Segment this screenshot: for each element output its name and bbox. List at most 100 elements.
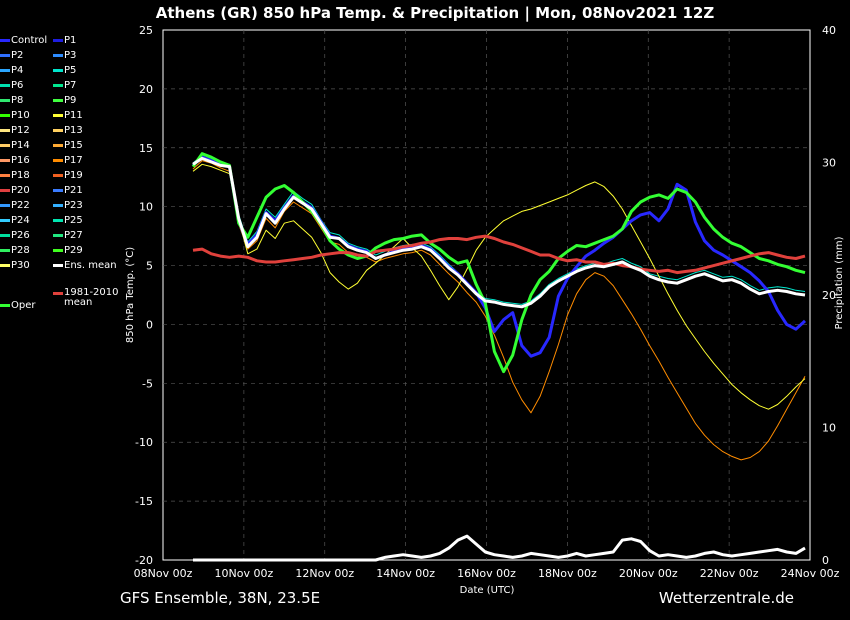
legend-label: P3 [64, 50, 77, 61]
series-line-p17 [192, 160, 806, 461]
legend-label: P24 [11, 215, 30, 226]
legend-item: P29 [53, 244, 83, 257]
y-tick-label: -5 [142, 377, 153, 390]
y2-tick-label: 0 [822, 554, 829, 567]
legend-label: P6 [11, 80, 24, 91]
legend-swatch [53, 38, 63, 42]
legend-label: Ens. mean [64, 260, 117, 271]
legend-swatch [0, 158, 10, 162]
legend-swatch [53, 292, 63, 295]
series-line-oper [191, 152, 806, 374]
legend-label: P17 [64, 155, 83, 166]
y-axis-label: 850 hPa Temp. (°C) [125, 247, 136, 343]
legend-label: P15 [64, 140, 83, 151]
legend-label: P25 [64, 215, 83, 226]
legend-item: P5 [53, 64, 76, 77]
y2-tick-label: 10 [822, 422, 836, 435]
legend-label-line2: mean [64, 297, 93, 308]
legend-label: P30 [11, 260, 30, 271]
legend-item: P15 [53, 139, 83, 152]
legend-swatch [0, 143, 10, 147]
legend-swatch [0, 98, 10, 102]
legend-swatch [53, 158, 63, 162]
legend-label: P23 [64, 200, 83, 211]
legend-swatch [53, 173, 63, 177]
legend-label: P21 [64, 185, 83, 196]
legend-item: P23 [53, 199, 83, 212]
legend-item: P24 [0, 214, 30, 227]
legend-item: P19 [53, 169, 83, 182]
precipitation-mean-line [193, 534, 806, 562]
legend-item: P27 [53, 229, 83, 242]
x-tick-label: 20Nov 00z [619, 567, 678, 580]
model-location-caption: GFS Ensemble, 38N, 23.5E [120, 589, 321, 607]
y2-tick-label: 40 [822, 24, 836, 37]
x-tick-label: 12Nov 00z [295, 567, 354, 580]
legend-swatch [53, 263, 63, 267]
y-tick-label: -15 [135, 495, 153, 508]
legend-label: P9 [64, 95, 77, 106]
legend-item: P21 [53, 184, 83, 197]
legend-label: P18 [11, 170, 30, 181]
legend-item: P25 [53, 214, 83, 227]
precipitation-layer [193, 534, 806, 562]
legend-label: P20 [11, 185, 30, 196]
legend-swatch [53, 248, 63, 252]
x-tick-label: 24Nov 00z [781, 567, 840, 580]
legend-label: P16 [11, 155, 30, 166]
y2-tick-label: 20 [822, 289, 836, 302]
legend-swatch [53, 113, 63, 117]
legend-label: P5 [64, 65, 77, 76]
legend-swatch [0, 233, 10, 237]
legend-swatch [53, 68, 63, 72]
y-tick-label: 15 [139, 142, 153, 155]
legend-label: P12 [11, 125, 30, 136]
legend-swatch [53, 233, 63, 237]
legend-label-line1: 1981-2010 [64, 287, 119, 298]
y-tick-label: 20 [139, 83, 153, 96]
y-tick-label: 5 [146, 260, 153, 273]
legend-item: P17 [53, 154, 83, 167]
y2-axis: 40 30 20 10 0 [822, 24, 836, 567]
legend-item-climate: 1981-2010 mean [53, 287, 119, 308]
x-axis: 08Nov 00z 10Nov 00z 12Nov 00z 14Nov 00z 16No… [134, 567, 840, 580]
legend-swatch [53, 98, 63, 102]
legend-item: P7 [53, 79, 76, 92]
legend-swatch [0, 113, 10, 117]
legend-item: P11 [53, 109, 83, 122]
legend-item: P4 [0, 64, 23, 77]
legend-swatch [0, 68, 10, 72]
legend-swatch [53, 128, 63, 132]
x-tick-label: 14Nov 00z [376, 567, 435, 580]
legend-swatch [53, 53, 63, 57]
legend-item: P8 [0, 94, 23, 107]
series-line-ens-mean [192, 156, 806, 309]
legend-label: P10 [11, 110, 30, 121]
legend-swatch [53, 218, 63, 222]
grid [163, 30, 810, 560]
legend-swatch [0, 303, 10, 307]
legend-item: P12 [0, 124, 30, 137]
legend-swatch [0, 203, 10, 207]
legend-swatch [53, 203, 63, 207]
series-layer [191, 152, 807, 461]
legend-swatch [53, 83, 63, 87]
legend-swatch [0, 188, 10, 192]
series-line-p11 [192, 163, 806, 410]
legend-label: P29 [64, 245, 83, 256]
legend-label: P22 [11, 200, 30, 211]
x-tick-label: 10Nov 00z [215, 567, 274, 580]
y2-axis-label: Precipitation (mm) [834, 236, 845, 329]
legend-label: Control [11, 35, 48, 46]
y-axis: 25 20 15 10 5 0 -5 -10 -15 -20 [135, 24, 153, 567]
legend-swatch [0, 128, 10, 132]
legend-item: P9 [53, 94, 76, 107]
y-tick-label: 10 [139, 201, 153, 214]
legend-item: P20 [0, 184, 30, 197]
legend-item: P6 [0, 79, 23, 92]
legend-item: P30 [0, 259, 30, 272]
legend-item: P2 [0, 49, 23, 62]
y-tick-label: -10 [135, 436, 153, 449]
legend-item: Control [0, 34, 47, 47]
